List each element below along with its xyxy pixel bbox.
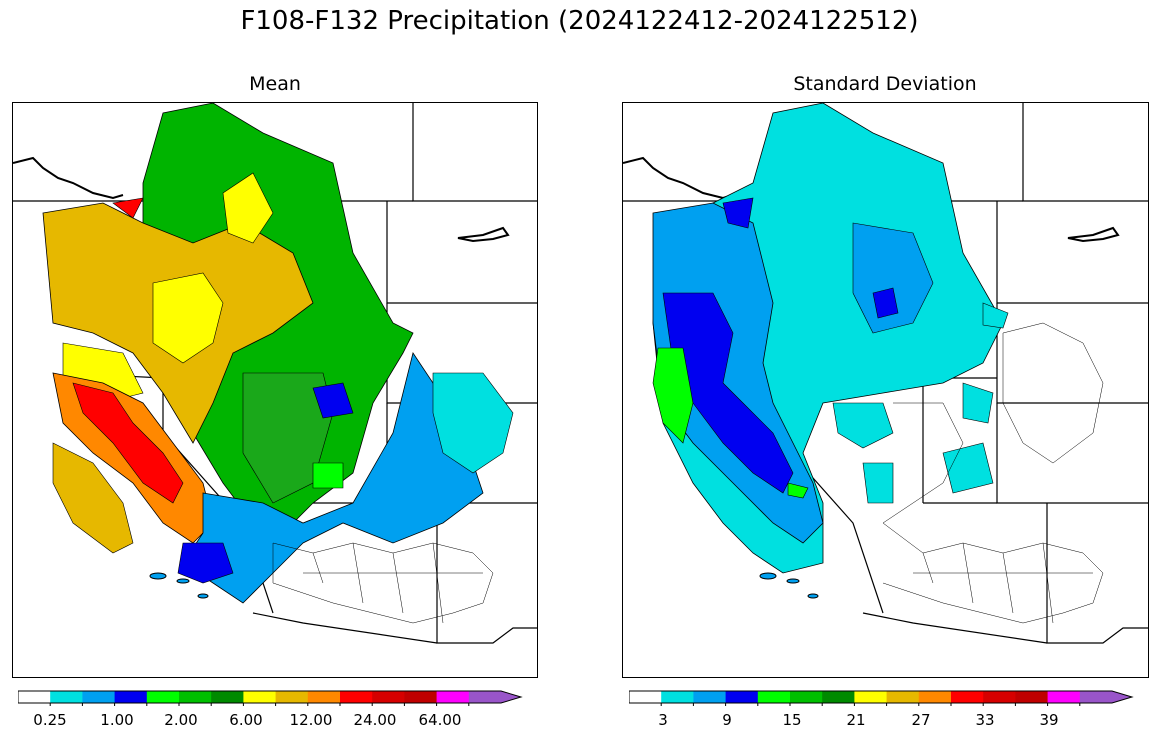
coastline-north	[623, 156, 734, 200]
mean-tick-1: 1.00	[100, 711, 134, 729]
colorbar-segment	[372, 691, 405, 703]
colorbar-segment	[146, 691, 180, 703]
mean-tick-0: 0.25	[33, 711, 67, 729]
colorbar-segment	[661, 691, 694, 703]
mean-blue-region	[182, 352, 484, 604]
colorbar-outline	[629, 690, 1134, 704]
colorbar-segment	[243, 691, 277, 703]
sd-basin-outlines	[882, 322, 1104, 624]
colorbar-segment	[18, 691, 51, 703]
colorbar-segment	[693, 691, 727, 703]
lake-shape	[457, 226, 510, 243]
colorbar-segment	[983, 691, 1016, 703]
channel-islands	[149, 572, 209, 599]
colorbar-segment	[1047, 691, 1081, 703]
mean-yellow-region	[152, 272, 224, 364]
colorbar-segment	[436, 691, 470, 703]
sd-tick-5: 33	[975, 711, 995, 729]
colorbar-segment	[307, 691, 341, 703]
mean-yellow-north	[222, 172, 274, 244]
mean-sw-basins	[272, 542, 494, 624]
mean-red-region	[72, 382, 184, 504]
mean-tick-2: 2.00	[164, 711, 198, 729]
colorbar-segment	[211, 691, 244, 703]
colorbar-segment	[629, 691, 662, 703]
mean-tick-3: 6.00	[229, 711, 263, 729]
colorbar-segment	[854, 691, 888, 703]
sd-tick-1: 9	[722, 711, 732, 729]
stddev-colorbar	[629, 690, 1134, 706]
colorbar-segment	[179, 691, 212, 703]
stddev-map-canvas	[623, 103, 1148, 644]
sd-darkblue-north	[872, 287, 899, 319]
colorbar-segment	[886, 691, 920, 703]
sd-blue-north	[852, 222, 934, 334]
colorbar-segment	[822, 691, 855, 703]
mean-tick-4: 12.00	[289, 711, 333, 729]
mean-colorbar-segments	[18, 690, 523, 706]
sd-darkblue-nw	[722, 197, 754, 229]
sd-lime-region	[652, 347, 694, 444]
colorbar-segment	[757, 691, 791, 703]
mean-cyan-region	[432, 372, 514, 474]
mean-lime-region	[312, 462, 344, 489]
sd-tick-2: 15	[782, 711, 802, 729]
sd-tick-6: 39	[1039, 711, 1059, 729]
mean-tick-6: 64.00	[418, 711, 462, 729]
mean-panel-title: Mean	[249, 73, 301, 95]
sd-tick-3: 21	[846, 711, 866, 729]
mean-gold-south	[52, 442, 134, 554]
sd-tick-4: 27	[911, 711, 931, 729]
colorbar-outline	[18, 690, 523, 704]
colorbar-segment	[918, 691, 952, 703]
mean-map-canvas	[13, 103, 537, 644]
stddev-panel-title: Standard Deviation	[793, 73, 977, 95]
mean-tick-5: 24.00	[353, 711, 397, 729]
mean-darkblue-basin	[312, 382, 354, 419]
colorbar-segment	[951, 691, 984, 703]
lake-shape	[1067, 226, 1120, 243]
colorbar-segment	[82, 691, 116, 703]
colorbar-segment	[340, 691, 373, 703]
coastline-north	[13, 156, 124, 200]
mean-red-north	[112, 197, 144, 219]
colorbar-segment	[404, 691, 438, 703]
colorbar-segment	[1015, 691, 1049, 703]
mean-colorbar	[18, 690, 523, 706]
colorbar-segment	[275, 691, 309, 703]
stddev-colorbar-segments	[629, 690, 1134, 706]
sd-cyan-patches	[832, 302, 1009, 504]
figure-title: F108-F132 Precipitation (2024122412-2024…	[240, 6, 919, 36]
colorbar-segment	[725, 691, 759, 703]
sd-lime-small	[787, 482, 809, 499]
sd-tick-0: 3	[658, 711, 668, 729]
colorbar-segment	[790, 691, 823, 703]
mean-map	[12, 102, 538, 678]
channel-islands	[759, 572, 819, 599]
colorbar-segment	[468, 691, 521, 703]
mean-darkblue-south	[177, 542, 234, 584]
stddev-map	[622, 102, 1149, 678]
colorbar-segment	[114, 691, 148, 703]
colorbar-segment	[50, 691, 83, 703]
colorbar-segment	[1079, 691, 1132, 703]
